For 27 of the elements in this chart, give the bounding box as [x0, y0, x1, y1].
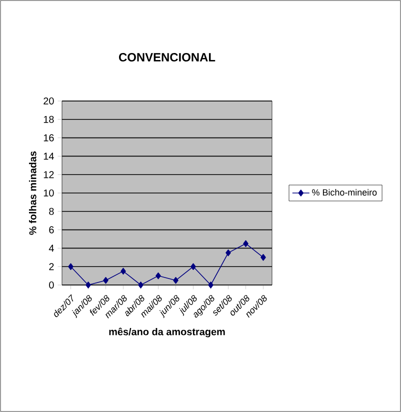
y-tick-label: 2 — [49, 263, 54, 270]
point — [260, 254, 266, 261]
y-tick-label: 8 — [49, 208, 54, 215]
chart-title: CONVENCIONAL — [119, 53, 216, 62]
point — [156, 272, 161, 280]
y-tick-label: 14 — [44, 152, 54, 160]
x-axis-title: mês/ano da amostragem — [109, 328, 225, 338]
point — [86, 282, 91, 288]
point — [120, 268, 126, 275]
point — [103, 277, 108, 284]
point — [208, 282, 214, 288]
y-tick-label: 12 — [44, 171, 54, 178]
y-tick-label: 16 — [44, 134, 54, 142]
y-tick-label: 10 — [44, 189, 54, 197]
y-tick-label: 0 — [49, 281, 54, 289]
point — [173, 277, 178, 284]
point — [243, 240, 248, 247]
y-tick-label: 4 — [48, 244, 54, 252]
point — [138, 282, 144, 288]
y-tick-label: 6 — [49, 226, 54, 234]
point — [68, 263, 74, 270]
point — [226, 249, 231, 256]
y-axis-title: % folhas minadas — [28, 151, 36, 235]
y-tick-label: 18 — [44, 116, 54, 123]
point — [190, 263, 196, 270]
legend-label: % Bicho-mineiro — [312, 189, 377, 196]
y-tick-label: 20 — [44, 97, 54, 105]
